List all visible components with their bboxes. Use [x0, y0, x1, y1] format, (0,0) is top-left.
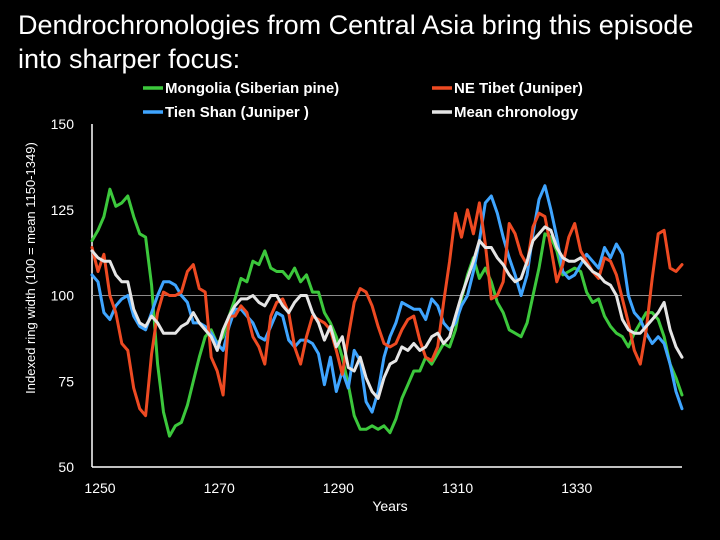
legend: Mongolia (Siberian pine) Tien Shan (Junip…	[143, 80, 583, 121]
x-tick-label: 1270	[204, 480, 235, 496]
y-tick-label: 75	[58, 373, 74, 389]
y-tick-labels: 50 75 100 125 150	[51, 116, 75, 475]
x-tick-label: 1330	[561, 480, 592, 496]
x-tick-label: 1290	[323, 480, 354, 496]
series-line	[90, 187, 684, 438]
legend-label: Tien Shan (Juniper )	[165, 104, 309, 121]
legend-label: Mongolia (Siberian pine)	[165, 80, 339, 97]
x-axis-label: Years	[372, 498, 407, 514]
series-line	[90, 201, 684, 418]
slide-title: Dendrochronologies from Central Asia bri…	[18, 10, 694, 74]
series-line	[90, 184, 684, 414]
legend-label: NE Tibet (Juniper)	[454, 80, 583, 97]
y-tick-label: 100	[51, 288, 75, 304]
y-tick-label: 50	[58, 459, 74, 475]
x-tick-labels: 1250 1270 1290 1310 1330	[84, 480, 592, 496]
y-tick-label: 150	[51, 116, 75, 132]
legend-label: Mean chronology	[454, 104, 579, 121]
y-tick-label: 125	[51, 202, 75, 218]
y-axis-label: Indexed ring width (100 = mean 1150-1349…	[23, 142, 38, 394]
series-line	[90, 225, 684, 400]
series-lines	[90, 184, 684, 438]
chart-axes	[91, 124, 682, 468]
x-tick-label: 1250	[84, 480, 115, 496]
x-tick-label: 1310	[442, 480, 473, 496]
